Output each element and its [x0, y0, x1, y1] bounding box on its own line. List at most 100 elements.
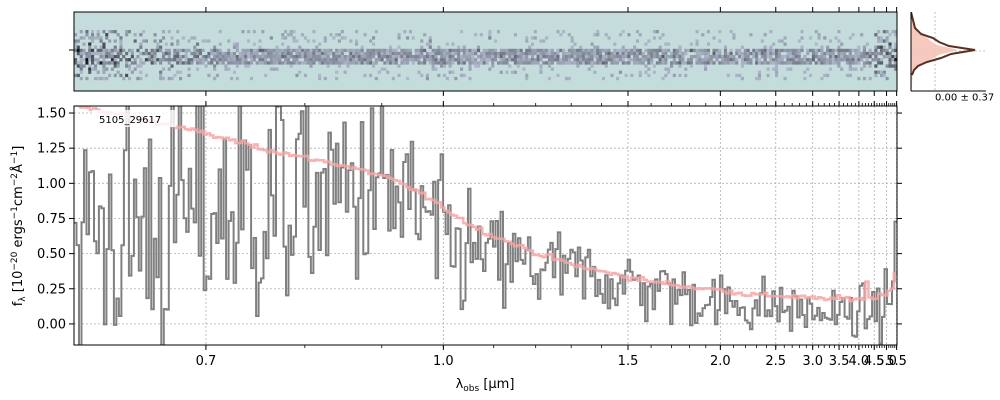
twod-pixel	[706, 30, 710, 34]
twod-pixel	[269, 58, 273, 62]
twod-pixel	[227, 55, 231, 59]
twod-pixel	[179, 48, 183, 53]
twod-pixel	[193, 45, 197, 49]
twod-pixel	[862, 48, 866, 53]
twod-pixel	[88, 64, 92, 68]
twod-pixel	[880, 39, 884, 43]
twod-pixel	[670, 51, 674, 56]
twod-pixel	[828, 51, 832, 56]
twod-pixel	[355, 39, 359, 43]
twod-pixel	[442, 64, 446, 68]
twod-pixel	[525, 58, 529, 62]
twod-pixel	[638, 48, 642, 53]
twod-pixel	[76, 39, 80, 43]
twod-pixel	[303, 55, 307, 59]
twod-pixel	[301, 48, 305, 53]
twod-pixel	[488, 33, 492, 37]
twod-pixel	[221, 58, 225, 62]
twod-pixel	[661, 48, 665, 53]
twod-pixel	[667, 70, 671, 74]
twod-pixel	[601, 76, 605, 81]
twod-pixel	[113, 58, 117, 62]
twod-pixel	[258, 55, 262, 59]
twod-pixel	[102, 51, 106, 56]
twod-pixel	[809, 48, 813, 53]
twod-pixel	[244, 55, 248, 59]
twod-pixel	[857, 76, 861, 81]
twod-pixel	[780, 55, 784, 59]
twod-pixel	[797, 58, 801, 62]
twod-pixel	[173, 73, 177, 78]
twod-pixel	[775, 51, 779, 56]
twod-pixel	[110, 30, 114, 34]
twod-pixel	[826, 61, 830, 65]
twod-pixel	[326, 58, 330, 62]
twod-pixel	[374, 30, 378, 34]
twod-pixel	[79, 61, 83, 65]
twod-pixel	[267, 51, 271, 56]
twod-pixel	[891, 30, 895, 34]
twod-pixel	[587, 51, 591, 56]
twod-pixel	[828, 39, 832, 43]
twod-pixel	[113, 48, 117, 53]
twod-pixel	[79, 76, 83, 81]
twod-pixel	[539, 51, 543, 56]
twod-pixel	[882, 45, 886, 49]
twod-pixel	[664, 61, 668, 65]
twod-pixel	[355, 51, 359, 56]
twod-pixel	[635, 39, 639, 43]
twod-pixel	[244, 51, 248, 56]
twod-pixel	[667, 67, 671, 71]
twod-pixel	[332, 51, 336, 56]
twod-pixel	[207, 61, 211, 65]
twod-pixel	[828, 48, 832, 53]
twod-pixel	[624, 48, 628, 53]
twod-pixel	[386, 61, 390, 65]
twod-pixel	[218, 51, 222, 56]
twod-pixel	[153, 51, 157, 56]
twod-pixel	[894, 67, 897, 71]
twod-pixel	[522, 67, 526, 71]
twod-pixel	[607, 55, 611, 59]
twod-pixel	[684, 73, 688, 78]
twod-pixel	[783, 48, 787, 53]
twod-pixel	[383, 67, 387, 71]
twod-pixel	[593, 33, 597, 37]
twod-pixel	[261, 55, 265, 59]
twod-pixel	[428, 36, 432, 40]
twod-pixel	[613, 51, 617, 56]
twod-pixel	[743, 55, 747, 59]
twod-pixel	[318, 61, 322, 65]
twod-pixel	[644, 42, 648, 46]
twod-pixel	[352, 61, 356, 65]
twod-pixel	[127, 30, 131, 34]
twod-pixel	[269, 36, 273, 40]
twod-pixel	[309, 51, 313, 56]
twod-pixel	[445, 55, 449, 59]
twod-pixel	[159, 73, 163, 78]
twod-pixel	[167, 67, 171, 71]
twod-pixel	[224, 55, 228, 59]
twod-pixel	[635, 48, 639, 53]
twod-pixel	[706, 51, 710, 56]
twod-pixel	[374, 51, 378, 56]
twod-pixel	[468, 48, 472, 53]
twod-pixel	[113, 55, 117, 59]
twod-pixel	[672, 48, 676, 53]
x-tick-label: 4.0	[849, 354, 870, 369]
twod-pixel	[363, 73, 367, 78]
twod-pixel	[706, 48, 710, 53]
twod-pixel	[176, 70, 180, 74]
twod-pixel	[880, 73, 884, 78]
twod-pixel	[701, 33, 705, 37]
twod-pixel	[635, 58, 639, 62]
twod-pixel	[647, 73, 651, 78]
twod-pixel	[340, 58, 344, 62]
twod-pixel	[675, 55, 679, 59]
twod-pixel	[845, 73, 849, 78]
twod-pixel	[837, 64, 841, 68]
twod-pixel	[740, 58, 744, 62]
twod-pixel	[755, 55, 759, 59]
twod-pixel	[525, 51, 529, 56]
